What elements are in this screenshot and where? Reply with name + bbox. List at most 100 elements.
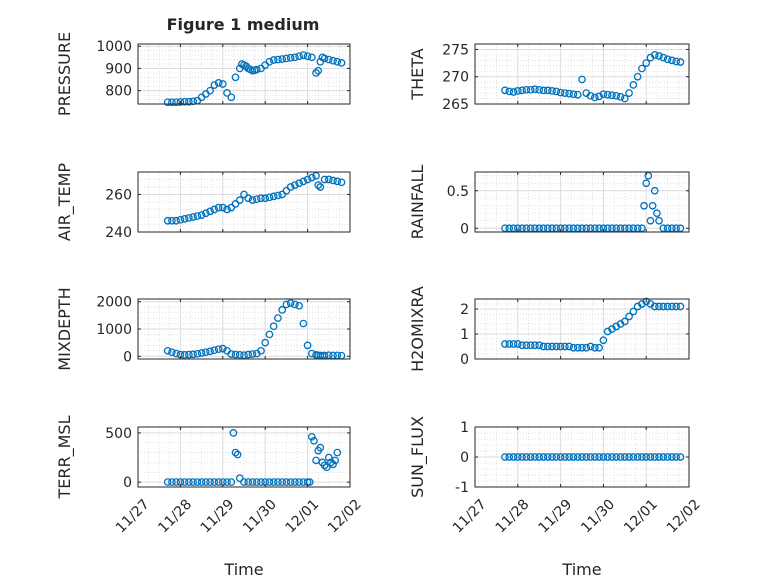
y-axis-label: PRESSURE [55,32,74,116]
data-point [244,194,253,203]
data-point [320,54,329,63]
data-point [501,224,509,233]
data-point [586,342,595,351]
data-point [642,179,651,188]
data-point [185,478,193,486]
data-point [522,85,531,94]
x-tick-label: 11/27 [113,496,153,536]
x-tick-label: 11/27 [450,496,490,536]
data-point [231,350,240,359]
data-point [505,87,514,96]
y-tick-label: 0 [460,352,469,368]
data-point [333,57,342,66]
data-point [180,215,189,223]
data-point [548,342,556,351]
y-tick-label: 1000 [96,322,132,338]
data-point [565,224,574,233]
data-point [552,453,561,461]
x-tick-label: 11/30 [578,496,618,536]
data-point [282,300,291,309]
data-point [193,478,202,486]
data-point [312,69,320,77]
data-point [240,478,248,486]
data-point [590,93,599,102]
data-point [286,478,295,486]
data-point [505,453,514,461]
data-point [252,195,261,204]
x-tick-label: 11/28 [155,496,195,536]
data-point [316,443,325,452]
data-point [310,436,318,445]
data-point [235,196,244,204]
data-point [561,453,569,461]
data-point [586,453,595,461]
data-point [303,175,312,184]
axes-sun_flux: -1 0 1 11/27 11/28 11/29 11/30 12/01 12/02 Time SU… [408,416,704,579]
data-point [248,196,257,204]
data-point [180,478,189,486]
data-point [650,186,659,195]
data-point [539,86,548,95]
data-point [295,179,303,188]
data-point [291,300,299,309]
data-point [274,55,282,64]
data-point [659,53,668,62]
y-axis-label: RAINFALL [408,165,427,240]
data-point [282,54,291,63]
data-point [608,224,616,233]
data-point [210,205,219,214]
data-point [261,338,270,347]
data-point [642,59,651,67]
data-point [522,224,531,233]
data-point [653,209,661,218]
data-point [595,343,603,352]
data-point [291,53,299,62]
data-point [599,90,608,99]
data-point [573,453,582,461]
axes-pressure: 800 900 1000 PRESSURE [55,32,351,116]
y-axis-label: MIXDEPTH [55,287,74,370]
data-point [616,224,625,233]
data-point [616,453,625,461]
data-point [663,302,672,311]
data-point [599,453,608,461]
data-point [265,478,274,486]
data-point [286,53,295,62]
data-point [163,346,172,355]
data-point [265,330,274,339]
axes-air_temp: 240 260 AIR_TEMP [55,163,351,241]
data-point [331,456,340,465]
data-point [655,52,663,60]
data-point [513,87,522,95]
data-point [569,343,578,352]
data-point [265,57,274,66]
data-point [278,55,287,63]
data-point [248,478,257,486]
y-tick-label: 240 [105,225,132,241]
data-point [278,190,287,199]
data-point [603,224,612,233]
data-point [676,224,685,233]
data-point [590,224,599,233]
data-point [261,194,270,203]
data-point [257,194,265,203]
data-point [189,97,197,106]
y-tick-label: -1 [455,480,469,496]
data-point [569,224,578,233]
data-point [676,58,685,66]
data-point [324,351,333,360]
data-point [659,302,668,311]
data-point [197,478,206,486]
data-point [214,79,223,87]
data-point [278,306,287,314]
data-point [650,302,659,311]
data-point [218,203,227,212]
data-point [206,86,214,95]
data-point [227,350,236,358]
data-point [282,186,291,195]
data-point [329,460,337,469]
data-point [329,56,337,65]
data-point [582,343,591,352]
data-point [214,478,223,486]
